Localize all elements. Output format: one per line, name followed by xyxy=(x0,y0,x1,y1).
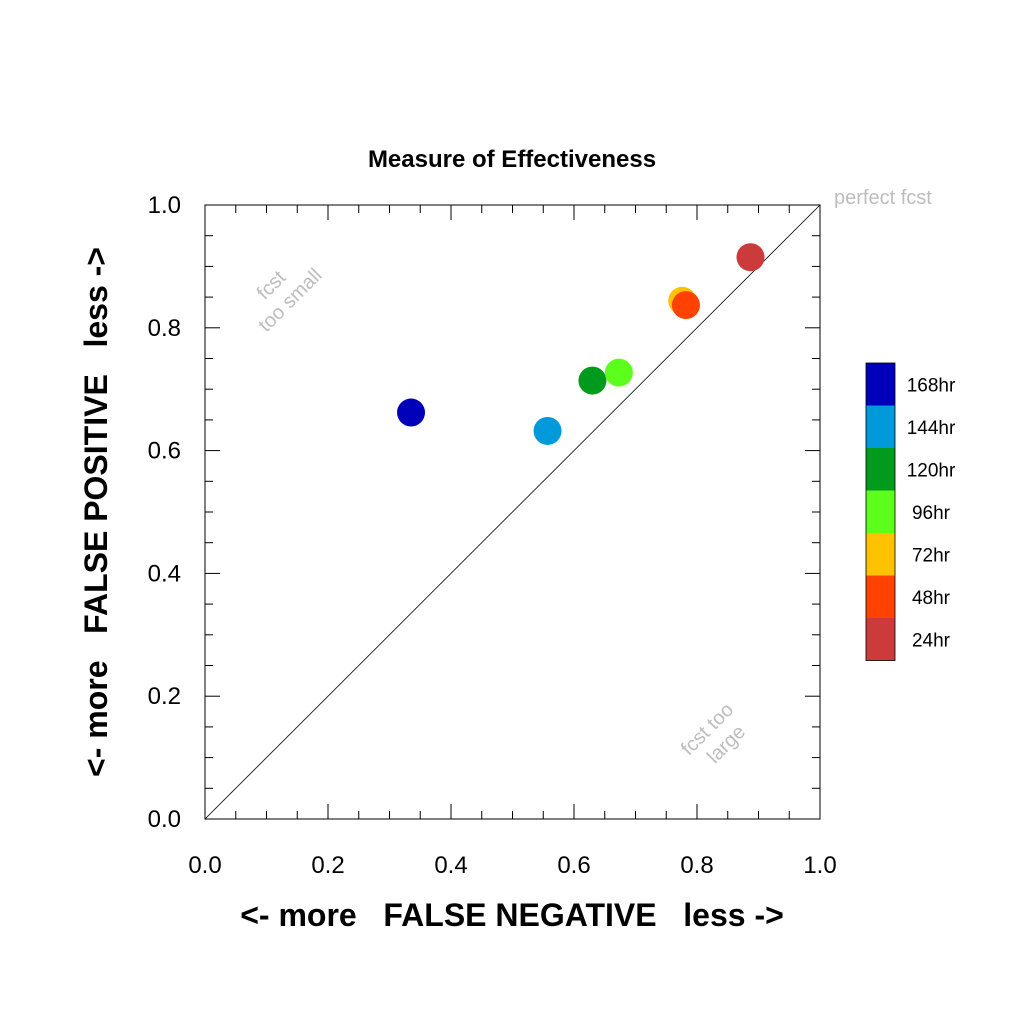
point-120hr xyxy=(578,366,607,395)
legend-label-96hr: 96hr xyxy=(912,503,951,524)
legend-label-144hr: 144hr xyxy=(907,418,956,439)
legend-swatch-72hr xyxy=(866,533,895,576)
axis-tick-labels: 0.0 0.2 0.4 0.6 0.8 1.0 0.0 0.2 0.4 0.6 0.8 1.0 xyxy=(148,192,837,879)
point-48hr xyxy=(671,291,700,320)
perfect-forecast-annotation: perfect fcst xyxy=(834,187,932,209)
axis-ticks xyxy=(204,204,821,820)
too-large-annotation: fcst too large xyxy=(677,695,759,777)
legend-swatch-48hr xyxy=(866,575,895,618)
point-96hr xyxy=(604,358,633,387)
diagonal-reference-line xyxy=(204,204,821,820)
x-tick-label: 0.2 xyxy=(311,852,344,879)
y-tick-label: 0.0 xyxy=(148,806,181,833)
y-tick-label: 0.6 xyxy=(148,438,181,465)
legend-swatch-24hr xyxy=(866,618,895,661)
legend-label-168hr: 168hr xyxy=(907,375,956,396)
legend-swatch-96hr xyxy=(866,490,895,533)
y-tick-label: 0.4 xyxy=(148,560,181,587)
y-tick-label: 0.2 xyxy=(148,683,181,710)
x-tick-label: 1.0 xyxy=(803,852,836,879)
legend-label-72hr: 72hr xyxy=(912,545,951,566)
legend-swatch-144hr xyxy=(866,405,895,448)
legend-label-120hr: 120hr xyxy=(907,460,956,481)
x-tick-label: 0.8 xyxy=(680,852,713,879)
too-small-annotation: fcst too small xyxy=(237,247,326,336)
y-tick-label: 1.0 xyxy=(148,192,181,219)
x-tick-label: 0.4 xyxy=(434,852,467,879)
y-axis-title: <- more FALSE POSITIVE less -> xyxy=(78,247,114,777)
x-axis-title: <- more FALSE NEGATIVE less -> xyxy=(240,897,784,933)
y-tick-label: 0.8 xyxy=(148,315,181,342)
legend: 168hr 144hr 120hr 96hr 72hr 48hr 24hr xyxy=(865,362,956,661)
x-tick-label: 0.6 xyxy=(557,852,590,879)
chart-title: Measure of Effectiveness xyxy=(368,146,656,173)
legend-frame xyxy=(865,362,896,661)
legend-swatch-168hr xyxy=(866,363,895,406)
point-24hr xyxy=(736,243,765,272)
legend-label-48hr: 48hr xyxy=(912,588,951,609)
point-144hr xyxy=(533,416,562,445)
data-points xyxy=(397,243,765,445)
x-tick-label: 0.0 xyxy=(188,852,221,879)
legend-swatch-120hr xyxy=(866,448,895,491)
point-168hr xyxy=(397,398,426,427)
legend-label-24hr: 24hr xyxy=(912,630,951,651)
